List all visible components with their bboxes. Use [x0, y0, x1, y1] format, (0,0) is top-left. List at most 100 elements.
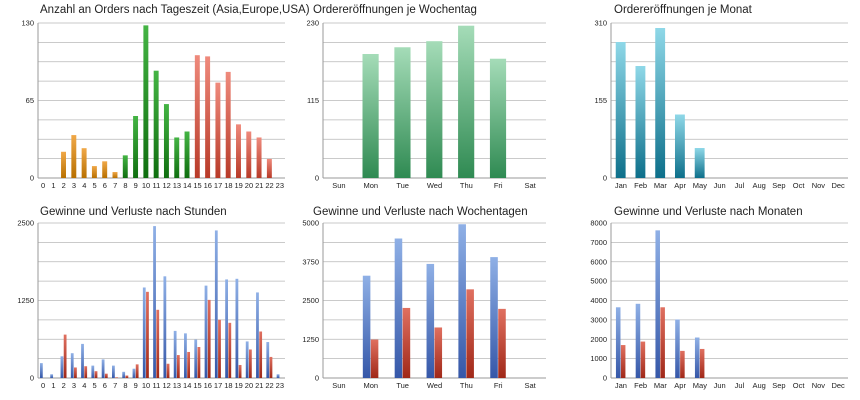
y-tick-label: 2500: [17, 219, 34, 228]
x-tick-label: Dec: [831, 381, 845, 390]
bar: [63, 334, 67, 378]
y-tick-label: 6000: [590, 257, 607, 266]
bar: [248, 349, 252, 378]
bar: [615, 307, 621, 378]
x-tick-label: Sat: [524, 181, 536, 190]
y-tick-label: 0: [315, 374, 319, 383]
y-tick-label: 0: [30, 174, 34, 183]
bar: [204, 285, 208, 378]
bar: [143, 25, 149, 178]
bar: [197, 347, 201, 378]
bar: [246, 131, 252, 178]
y-tick-label: 0: [315, 174, 319, 183]
x-tick-label: 12: [162, 181, 170, 190]
bar: [238, 364, 242, 378]
bar: [426, 263, 435, 378]
x-tick-label: 13: [173, 381, 181, 390]
x-tick-label: 18: [224, 181, 232, 190]
bar: [205, 56, 211, 178]
x-tick-label: 15: [193, 181, 201, 190]
bar: [194, 339, 198, 378]
bar: [101, 359, 105, 378]
bar: [125, 375, 129, 378]
bar: [153, 226, 156, 378]
bar: [225, 71, 231, 178]
bar: [218, 319, 221, 378]
bar: [235, 278, 239, 378]
bar: [362, 275, 371, 378]
x-tick-label: Jun: [714, 181, 726, 190]
bar: [153, 70, 159, 178]
x-tick-label: 9: [134, 381, 138, 390]
x-tick-label: 22: [265, 181, 273, 190]
bar: [655, 230, 660, 378]
x-tick-label: Tue: [396, 181, 409, 190]
y-tick-label: 115: [307, 96, 319, 105]
bar: [122, 155, 128, 178]
x-tick-label: 7: [113, 381, 117, 390]
x-tick-label: 4: [82, 181, 86, 190]
bar: [458, 224, 466, 378]
y-tick-label: 5000: [590, 277, 607, 286]
x-tick-label: Oct: [793, 381, 806, 390]
x-tick-label: Mon: [363, 181, 378, 190]
x-tick-label: 14: [183, 181, 191, 190]
bar: [81, 148, 87, 178]
y-tick-label: 155: [594, 96, 607, 105]
x-tick-label: Feb: [634, 181, 647, 190]
x-tick-label: Sep: [772, 181, 785, 190]
bar: [370, 339, 379, 378]
bar: [259, 331, 263, 378]
bar: [394, 47, 411, 179]
bar: [39, 363, 43, 378]
x-tick-label: May: [693, 381, 707, 390]
bar: [94, 371, 98, 378]
x-tick-label: 5: [93, 381, 97, 390]
x-tick-label: 10: [142, 381, 150, 390]
bar: [694, 337, 700, 378]
bar: [74, 367, 77, 378]
x-tick-label: Apr: [674, 381, 686, 390]
bar: [50, 374, 54, 378]
x-tick-label: 19: [235, 381, 243, 390]
y-tick-label: 0: [30, 374, 34, 383]
x-tick-label: 21: [255, 181, 263, 190]
bar: [142, 287, 146, 378]
x-tick-label: Wed: [427, 181, 442, 190]
bar: [166, 363, 170, 378]
bar: [466, 289, 474, 378]
bar: [215, 82, 221, 178]
y-tick-label: 5000: [302, 219, 319, 228]
x-tick-label: 16: [204, 181, 212, 190]
bar: [135, 364, 139, 378]
y-tick-label: 0: [603, 374, 607, 383]
bar: [635, 303, 641, 378]
y-tick-label: 1000: [590, 354, 607, 363]
x-tick-label: Jan: [615, 181, 627, 190]
x-tick-label: 11: [152, 381, 160, 390]
x-tick-label: 8: [123, 181, 127, 190]
bar: [184, 333, 187, 378]
x-tick-label: 17: [214, 381, 222, 390]
bar: [680, 350, 685, 379]
x-tick-label: 5: [93, 181, 97, 190]
x-tick-label: 10: [142, 181, 150, 190]
bar: [635, 66, 646, 178]
x-tick-label: Aug: [752, 381, 765, 390]
x-tick-label: Jul: [735, 381, 745, 390]
x-tick-label: Fri: [494, 181, 503, 190]
bar: [163, 104, 169, 178]
bar: [655, 28, 666, 178]
x-tick-label: 0: [41, 181, 45, 190]
x-tick-label: 9: [134, 181, 138, 190]
x-tick-label: 0: [41, 381, 45, 390]
bar: [104, 373, 108, 378]
chart-title: Gewinne und Verluste nach Stunden: [40, 206, 227, 218]
x-tick-label: Feb: [634, 381, 647, 390]
bar: [426, 41, 443, 179]
bar: [207, 299, 211, 378]
x-tick-label: 2: [62, 381, 66, 390]
